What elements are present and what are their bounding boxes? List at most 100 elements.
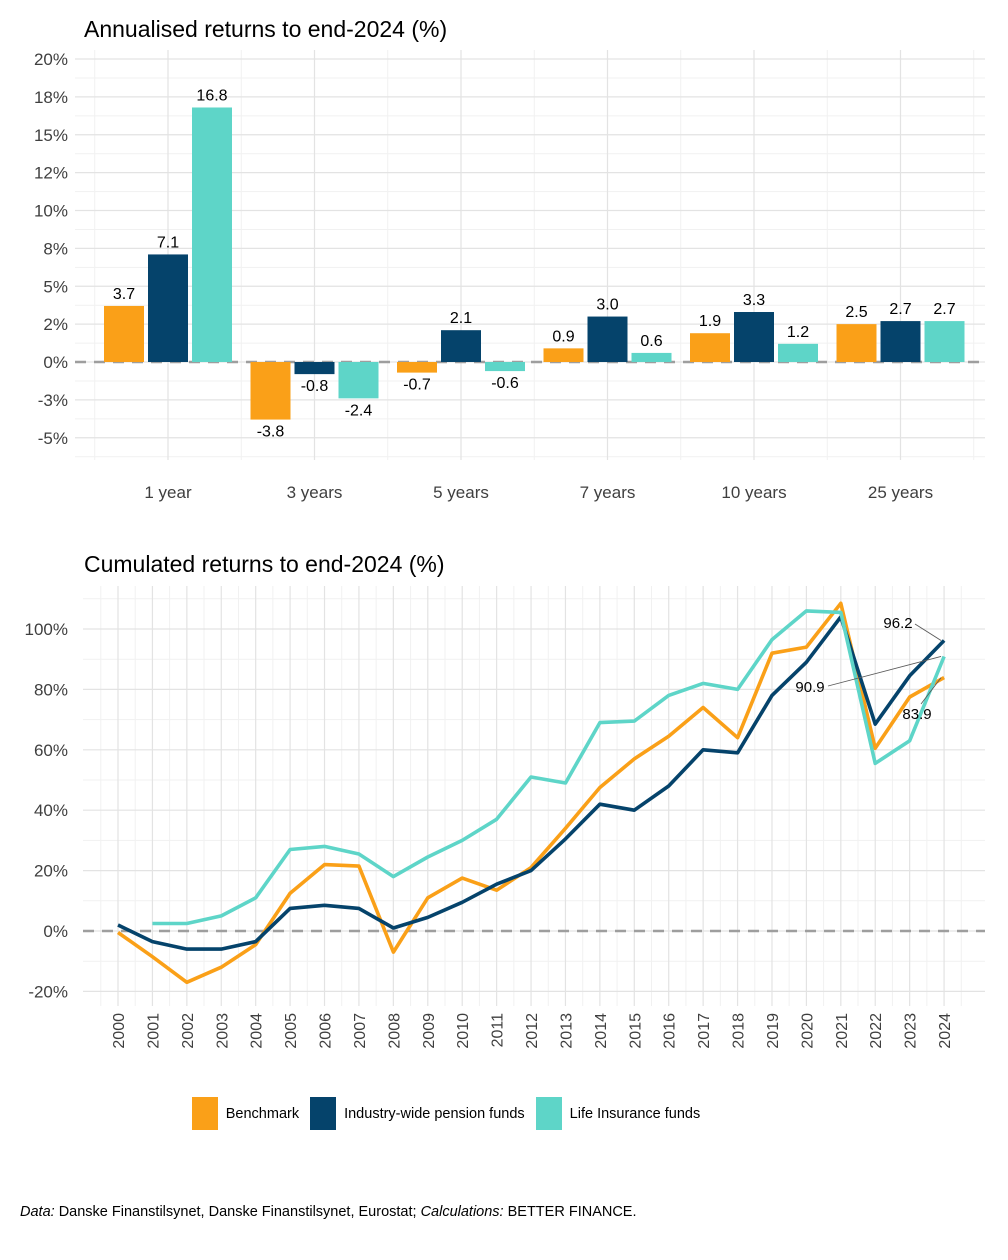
annotation-value-label: 83.9 [902,706,931,723]
bar-benchmark [543,348,584,362]
x-axis-year-label: 2014 [593,1013,610,1049]
legend-label: Benchmark [225,1105,300,1122]
x-axis-category-label: 1 year [144,483,192,502]
y-axis-tick-label: 60% [34,741,68,760]
bar-pension [294,362,335,375]
x-axis-year-label: 2002 [180,1013,197,1049]
y-axis-tick-label: 2% [43,315,68,334]
y-axis-tick-label: -3% [38,391,68,410]
data-lines [116,601,946,985]
legend: Benchmark Industry-wide pension funds Life… [0,1097,892,1130]
bar-pension [441,330,481,362]
bar-life [485,362,525,372]
bar-axis-labels: 20% 18% 15% 12% 10% 8% 5% 2% 0% -3% -5% 1 year 3 yea… [34,50,933,502]
y-axis-tick-label: 5% [43,277,68,296]
bar-value-label: 3.0 [596,297,618,314]
bar-value-label: 2.5 [845,304,867,321]
y-axis-tick-label: 40% [34,801,68,820]
annotations: 96.2 90.9 83.9 [795,615,942,723]
bar-chart-title: Annualised returns to end-2024 (%) [84,16,448,42]
bar-value-labels: 3.7 -3.8 -0.7 0.9 1.9 2.5 7.1 -0.8 2.1 3.0 3.3 2.7 1… [113,87,956,440]
bar-benchmark [836,324,877,362]
cumulated-returns-line-chart: 96.2 90.9 83.9 100% 80% 60% 40% 20% 0% -20% 2000 20… [25,586,985,1049]
line-chart-title: Cumulated returns to end-2024 (%) [84,551,445,577]
legend-item: Benchmark [191,1097,300,1130]
y-axis-tick-label: 10% [34,202,68,221]
bar-value-label: 7.1 [157,234,179,251]
x-axis-year-label: 2006 [318,1013,335,1049]
x-axis-year-label: 2021 [834,1013,851,1049]
y-axis-tick-label: 18% [34,88,68,107]
annotation-connector [920,677,942,705]
legend-label: Life Insurance funds [569,1105,701,1122]
y-axis-tick-label: 100% [25,620,68,639]
x-axis-year-label: 2003 [214,1013,231,1049]
x-axis-year-label: 2011 [490,1013,507,1048]
footer-sources: Danske Finanstilsynet, Danske Finanstils… [54,1204,421,1220]
bar-value-label: 16.8 [196,87,227,104]
y-axis-tick-label: 0% [43,353,68,372]
line-gridlines-major [83,586,985,1006]
bar-pension [880,321,921,362]
x-axis-year-label: 2018 [731,1013,748,1049]
bar-life [338,362,379,399]
x-axis-year-label: 2010 [455,1013,472,1049]
x-axis-year-label: 2004 [249,1013,266,1049]
bar-value-label: -3.8 [257,424,285,441]
bar-value-label: 3.7 [113,286,135,303]
bar-life [924,321,965,362]
bar-value-label: -0.6 [491,375,519,392]
bars [104,107,965,420]
bar-benchmark [104,305,144,362]
bar-value-label: 1.2 [787,324,809,341]
bar-benchmark [250,362,291,420]
y-axis-tick-label: 8% [43,239,68,258]
line-axis-labels: 100% 80% 60% 40% 20% 0% -20% 2000 2001 2002 2003 20… [25,620,955,1049]
bar-value-label: 0.6 [640,333,662,350]
bar-life [778,343,818,362]
x-axis-year-label: 2013 [558,1013,575,1049]
bar-value-label: -2.4 [345,402,373,419]
annotation-value-label: 90.9 [795,679,824,696]
y-axis-tick-label: 0% [43,922,68,941]
legend-swatch [310,1097,337,1130]
x-axis-year-label: 2012 [524,1013,541,1049]
footer-calculations-label: Calculations: [420,1204,504,1220]
x-axis-category-label: 25 years [868,483,933,502]
y-axis-tick-label: -5% [38,429,68,448]
x-axis-category-label: 10 years [721,483,786,502]
bar-benchmark [397,362,437,373]
x-axis-year-label: 2023 [903,1013,920,1049]
y-axis-tick-label: 80% [34,680,68,699]
line-pension [117,615,946,951]
legend-swatch [535,1097,562,1130]
legend-swatch [191,1097,218,1130]
bar-pension [734,312,774,362]
x-axis-year-label: 2005 [283,1013,300,1049]
line-life [152,609,946,926]
y-axis-tick-label: -20% [28,982,68,1001]
line-benchmark [116,601,945,985]
x-axis-year-label: 2016 [662,1013,679,1049]
legend-item: Life Insurance funds [535,1097,701,1130]
bar-pension [148,254,188,362]
line-gridlines-minor [83,586,985,1006]
x-axis-year-label: 2024 [937,1013,954,1049]
x-axis-year-label: 2015 [627,1013,644,1049]
bar-value-label: 1.9 [699,313,721,330]
annotation-connector [827,656,942,687]
annualised-returns-bar-chart: 3.7 -3.8 -0.7 0.9 1.9 2.5 7.1 -0.8 2.1 3.0 3.3 2.7 1… [34,50,985,502]
annotation-connector [914,623,942,641]
bar-benchmark [690,333,730,362]
y-axis-tick-label: 15% [34,126,68,145]
x-axis-year-label: 2008 [386,1013,403,1049]
x-axis-year-label: 2020 [799,1013,816,1049]
legend-label: Industry-wide pension funds [344,1105,525,1122]
x-axis-year-label: 2019 [765,1013,782,1049]
y-axis-tick-label: 20% [34,50,68,69]
bar-value-label: 2.1 [450,310,472,327]
footer-calculations: BETTER FINANCE. [503,1204,637,1220]
y-axis-tick-label: 20% [34,862,68,881]
y-axis-tick-label: 12% [34,164,68,183]
